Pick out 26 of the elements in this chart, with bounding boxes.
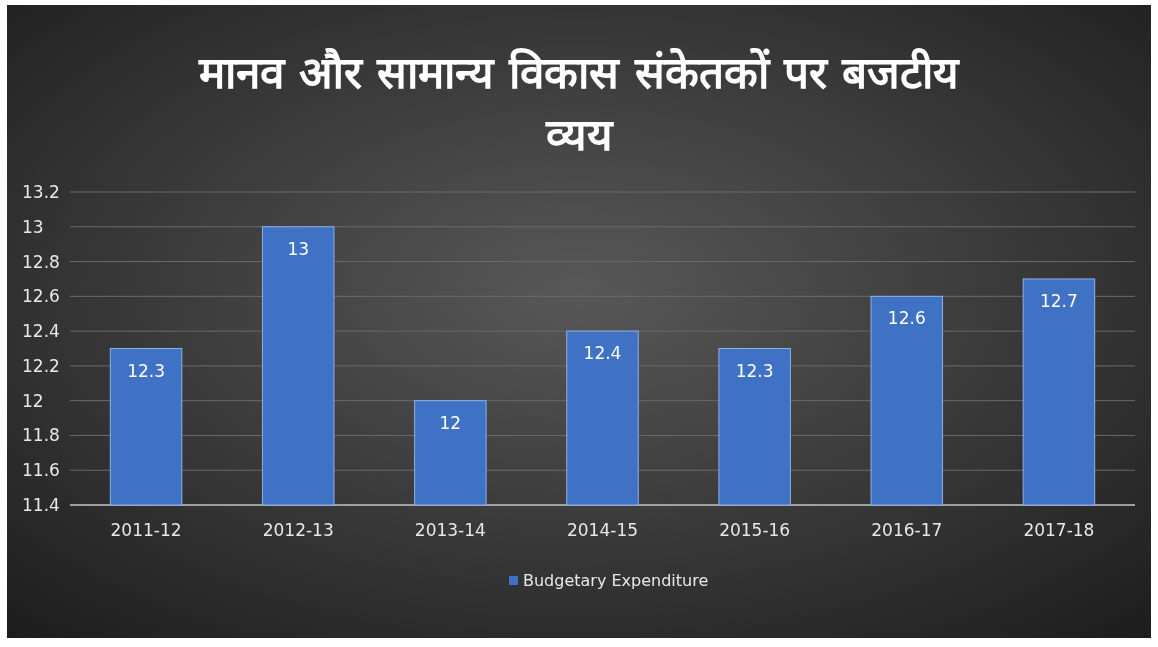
x-tick-label: 2013-14 [414, 520, 486, 540]
text: 11.6 [22, 460, 60, 481]
data-label: 12 [439, 412, 462, 433]
text: 12.4 [22, 321, 60, 342]
text: 13.2 [22, 182, 60, 202]
x-tick-label: 2012-13 [262, 520, 334, 540]
chart-title: मानव और सामान्य विकास संकेतकों पर बजटीय व्यय [197, 47, 961, 160]
legend: Budgetary Expenditure [509, 571, 709, 590]
x-tick-label: 2014-15 [566, 520, 639, 540]
data-label: 12.7 [1040, 290, 1078, 311]
data-label: 12.6 [887, 308, 926, 329]
x-tick-label: 2015-16 [719, 520, 791, 540]
text: 12.8 [22, 251, 60, 272]
text: 12.6 [22, 286, 60, 307]
text: 11.4 [22, 495, 60, 515]
data-label: 12.3 [735, 360, 774, 381]
data-label: 12.4 [583, 343, 622, 364]
text: 12 [22, 390, 44, 411]
x-tick-label: 2016-17 [871, 520, 943, 540]
text: 13 [22, 216, 44, 237]
data-label: 12.3 [127, 360, 165, 381]
x-tick-label: 2011-12 [110, 520, 182, 540]
data-label: 13 [287, 238, 310, 259]
text: 11.8 [22, 425, 60, 446]
text: 12.2 [22, 355, 60, 376]
x-tick-label: 2017-18 [1023, 520, 1095, 540]
